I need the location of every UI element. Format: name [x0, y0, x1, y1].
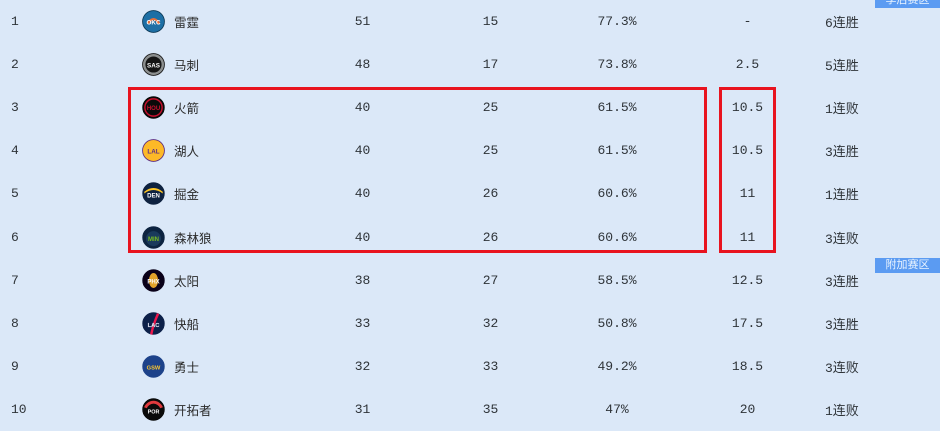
svg-text:LAC: LAC — [148, 323, 160, 329]
svg-text:GSW: GSW — [147, 365, 161, 371]
svg-text:SAS: SAS — [147, 63, 160, 70]
svg-text:PHX: PHX — [147, 279, 159, 285]
svg-text:OKC: OKC — [146, 19, 160, 26]
svg-text:POR: POR — [148, 409, 160, 415]
